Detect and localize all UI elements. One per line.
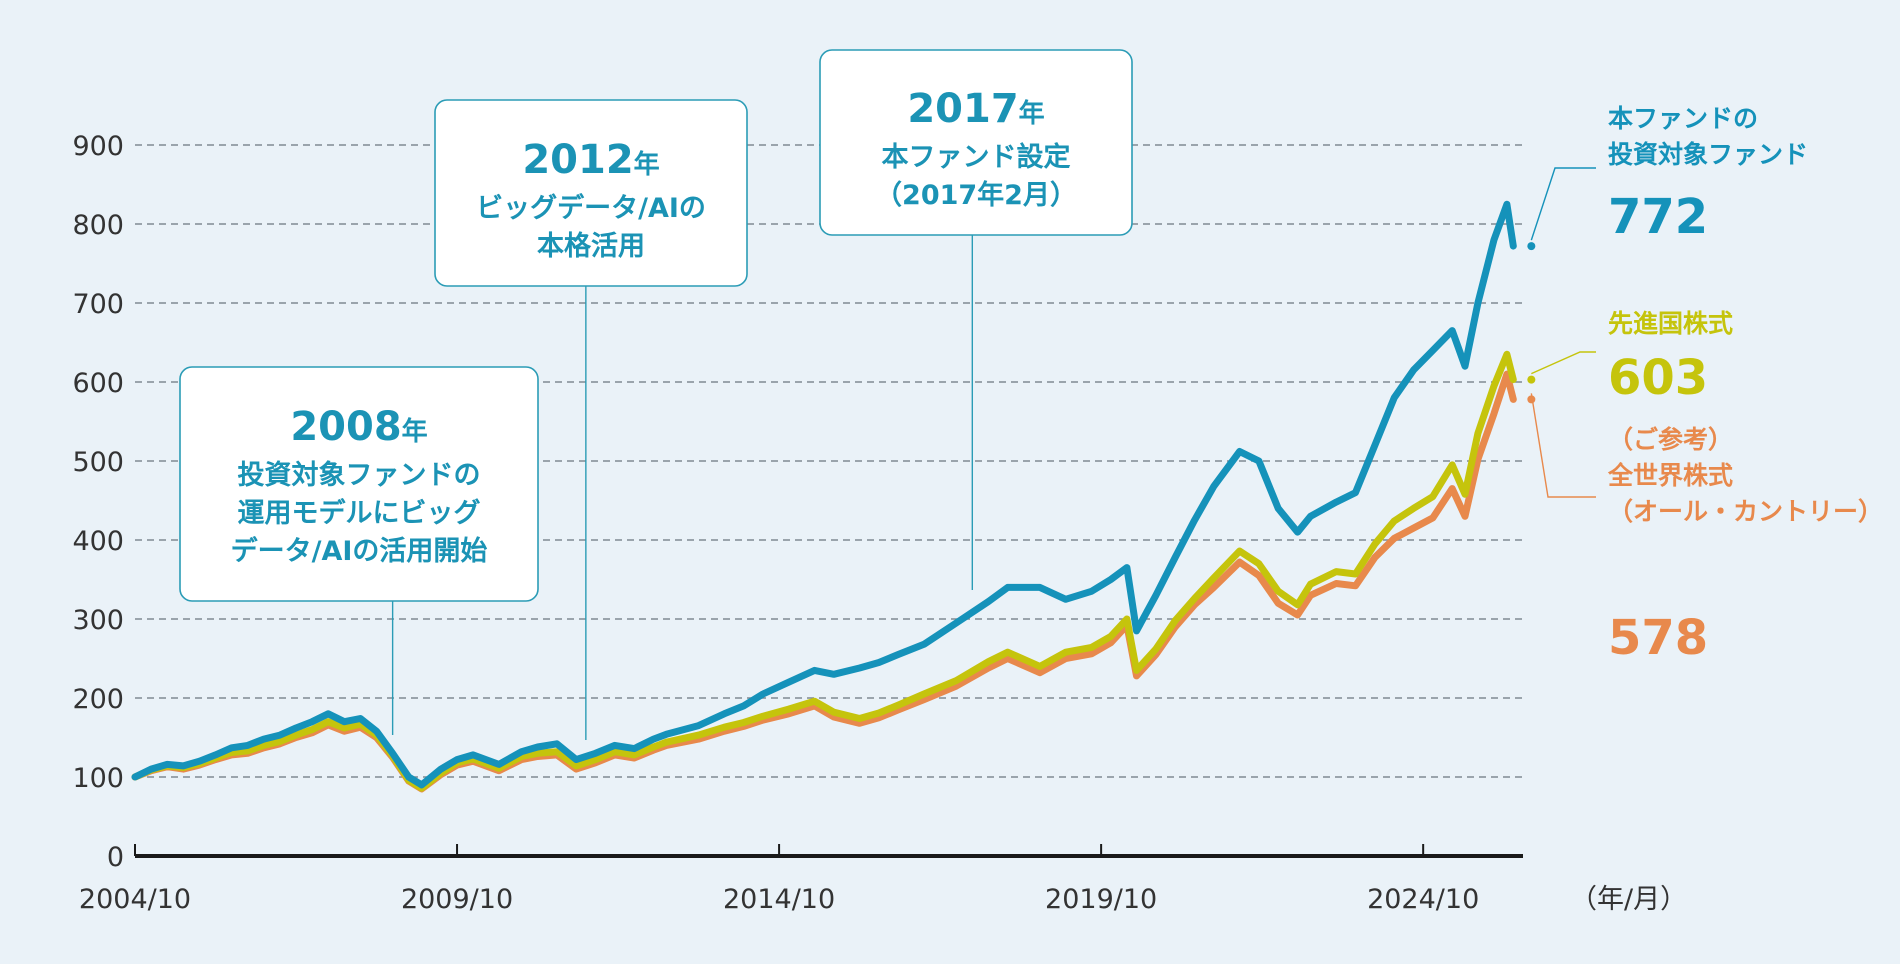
y-tick-label: 600 — [72, 368, 124, 399]
callout-year: 2017年 — [907, 86, 1044, 132]
y-tick-label: 200 — [72, 684, 124, 715]
series-end-value: 772 — [1608, 189, 1708, 245]
y-tick-label: 700 — [72, 289, 124, 320]
callout-text-line: 本ファンド設定 — [882, 141, 1071, 173]
callout-box — [819, 49, 1133, 236]
callout-box — [179, 366, 539, 602]
callout-text-line: 運用モデルにビッグ — [238, 497, 481, 529]
y-tick-label: 400 — [72, 526, 124, 557]
series-name-line: 先進国株式 — [1608, 309, 1733, 338]
x-tick-label: 2014/10 — [723, 884, 835, 915]
y-tick-label: 100 — [72, 763, 124, 794]
series-end-dot — [1527, 375, 1536, 384]
callouts: 2008年投資対象ファンドの運用モデルにビッグデータ/AIの活用開始2012年ビ… — [179, 49, 1133, 740]
series-name-line: 本ファンドの — [1608, 104, 1758, 133]
series-labels: （ご参考） 全世界株式 （オール・カントリー） 578 先進国株式 603 本ファンドの投資… — [1527, 104, 1883, 666]
series-name-line: （ご参考） — [1608, 425, 1733, 454]
series-label-developed: 先進国株式 603 — [1527, 309, 1733, 406]
callout-year-suffix: 年 — [634, 149, 660, 180]
callout-year: 2008年 — [290, 404, 427, 450]
series-name-line: 投資対象ファンド — [1608, 140, 1808, 169]
series-leader-line — [1531, 351, 1596, 375]
y-tick-label: 0 — [107, 842, 124, 873]
x-tick-label: 2024/10 — [1367, 884, 1479, 915]
callout-year-number: 2012 — [522, 137, 633, 183]
series-label-world: （ご参考） 全世界株式 （オール・カントリー） 578 — [1527, 393, 1883, 666]
y-tick-label: 300 — [72, 605, 124, 636]
series-line-developed — [131, 350, 1517, 792]
callout-text-line: （2017年2月） — [875, 179, 1077, 211]
x-tick-label: 2009/10 — [401, 884, 513, 915]
callout-text-line: データ/AIの活用開始 — [231, 535, 488, 567]
series-lines — [131, 200, 1517, 793]
x-tick-label: 2019/10 — [1045, 884, 1157, 915]
y-tick-label: 800 — [72, 210, 124, 241]
callout-year-number: 2008 — [290, 404, 401, 450]
x-axis: 2004/10 2009/10 2014/10 2019/10 2024/10 — [79, 844, 1523, 915]
series-line-fund — [131, 200, 1517, 789]
callout-text-line: ビッグデータ/AIの — [476, 192, 706, 224]
y-tick-label: 500 — [72, 447, 124, 478]
callout-text-line: 投資対象ファンドの — [238, 459, 481, 491]
series-end-dot — [1527, 242, 1536, 251]
y-tick-label: 900 — [72, 131, 124, 162]
series-name-line: （オール・カントリー） — [1608, 497, 1883, 526]
series-leader-line — [1530, 167, 1596, 241]
callout-year-number: 2017 — [907, 86, 1018, 132]
x-tick-label: 2004/10 — [79, 884, 191, 915]
series-name-line: 全世界株式 — [1607, 461, 1733, 490]
series-end-dot — [1527, 395, 1536, 404]
callout-box — [434, 99, 748, 287]
x-axis-unit-label: （年/月） — [1570, 884, 1687, 915]
y-axis-ticks: 0 100 200 300 400 500 600 700 800 900 — [72, 131, 124, 873]
callout-year-suffix: 年 — [1019, 98, 1045, 129]
series-end-value: 603 — [1608, 350, 1708, 406]
series-leader-line — [1530, 393, 1596, 498]
series-end-value: 578 — [1608, 610, 1708, 666]
callout-year: 2012年 — [522, 137, 659, 183]
callout-year-suffix: 年 — [402, 416, 428, 447]
callout-text-line: 本格活用 — [537, 231, 645, 262]
